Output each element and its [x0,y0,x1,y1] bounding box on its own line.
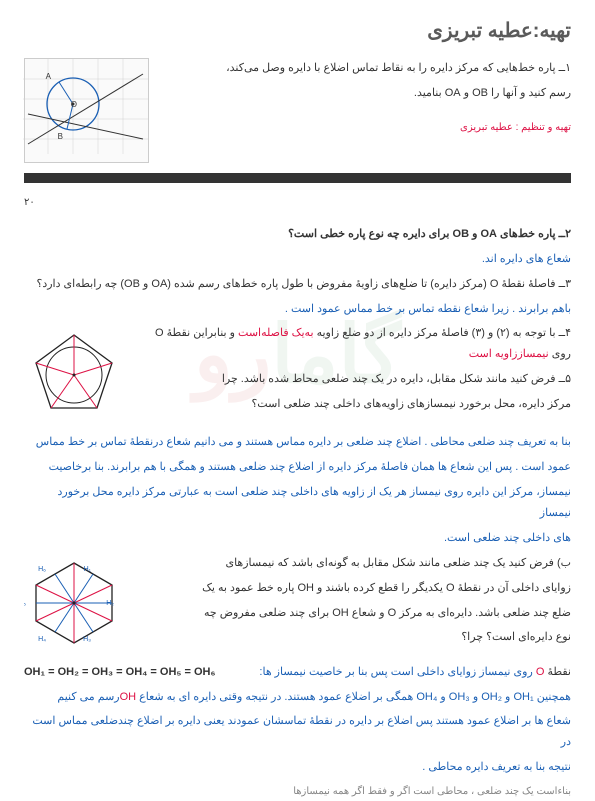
q2-text: ۲ــ پاره خط‌های OA و OB برای دایره چه نو… [24,224,571,245]
page-title: تهیه:عطیه تبریزی [24,12,571,50]
b-l4: نوع دایره‌ای است؟ چرا؟ [134,627,571,648]
label-B: B [58,132,63,141]
svg-text:H₆: H₆ [38,566,46,573]
q3-text: ۳ــ فاصلهٔ نقطهٔ O (مرکز دایره) تا ضلع‌ه… [24,274,571,295]
b-l2: زوایای داخلی آن در نقطهٔ O یکدیگر را قطع… [134,578,571,599]
svg-text:H₄: H₄ [38,636,46,643]
label-A: A [46,72,52,81]
explain1: بنا به تعریف چند ضلعی محاطی . اضلاع چند … [24,432,571,548]
svg-text:H₁: H₁ [84,566,92,573]
q5-line1: ۵ــ فرض کنید مانند شکل مقابل، دایره در ی… [134,369,571,390]
svg-text:H₂: H₂ [106,600,114,607]
b-l3: ضلع چند ضلعی باشد. دایره‌ای به مرکز O و … [134,603,571,624]
svg-text:H₅: H₅ [24,600,26,607]
q1-line2: رسم کنید و آنها را OB و OA بنامید. [157,83,571,104]
divider [24,173,571,183]
section-q1: ۱ــ پاره خط‌هایی که مرکز دایره را به نقا… [24,58,571,163]
q4-line: ۴ــ با توجه به (۲) و (۳) فاصلهٔ مرکز دای… [134,323,571,365]
q5-line2: مرکز دایره، محل برخورد نیمسازهای زاویه‌ه… [134,394,571,415]
eq-line: نقطهٔ O روی نیمساز زوایای داخلی است پس ب… [24,662,571,683]
credit: تهیه و تنظیم : عطیه تبریزی [157,118,571,137]
b-l1: ب) فرض کنید یک چند ضلعی مانند شکل مقابل … [134,553,571,574]
row-partB: ب) فرض کنید یک چند ضلعی مانند شکل مقابل … [24,553,571,656]
page-number: ۲۰ [24,193,35,212]
label-O: O [71,100,77,109]
equation: OH₁ = OH₂ = OH₃ = OH₄ = OH₅ = OH₆ [24,662,216,683]
q2-answer: شعاع های دایره اند. [24,249,571,270]
figure-hexagon: H₁ H₂ H₃ H₄ H₅ H₆ [24,553,124,656]
explain2: همچنین OH₁ و OH₂ و OH₃ و OH₄ همگی بر اضل… [24,687,571,779]
page-content: تهیه:عطیه تبریزی ۱ــ پاره خط‌هایی که مرک… [0,0,595,801]
row-q4-q5: ۴ــ با توجه به (۲) و (۳) فاصلهٔ مرکز دای… [24,323,571,426]
svg-text:H₃: H₃ [83,636,91,643]
figure-circle-tangent: O A B [24,58,149,163]
section-q2: ۲ــ پاره خط‌های OA و OB برای دایره چه نو… [24,224,571,270]
figure-pentagon [24,323,124,426]
q3-answer: باهم برابرند . زیرا شعاع نقطه تماس بر خط… [24,299,571,320]
cut-footer: بناءاست یک چند ضلعی ، محاطی است اگر و فق… [24,782,571,801]
q1-line1: ۱ــ پاره خط‌هایی که مرکز دایره را به نقا… [157,58,571,79]
